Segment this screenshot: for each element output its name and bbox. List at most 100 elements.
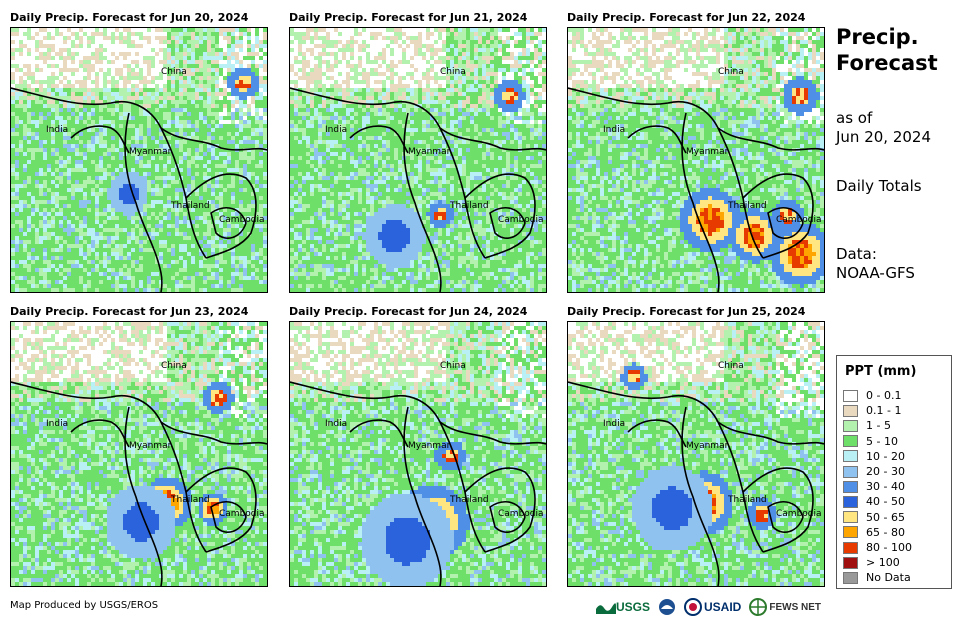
legend-label: 30 - 40 xyxy=(866,480,905,493)
place-label-thailand: Thailand xyxy=(727,201,767,211)
usaid-logo: USAID xyxy=(684,598,741,616)
legend-title: PPT (mm) xyxy=(845,364,916,379)
legend-swatch xyxy=(843,571,858,584)
forecast-map-jun-20: China India Myanmar Thailand Cambodia xyxy=(10,27,268,293)
place-label-thailand: Thailand xyxy=(449,495,489,505)
forecast-map-jun-21: China India Myanmar Thailand Cambodia xyxy=(289,27,547,293)
map-credit: Map Produced by USGS/EROS xyxy=(10,600,158,611)
place-label-china: China xyxy=(161,361,187,371)
forecast-map-jun-24: China India Myanmar Thailand Cambodia xyxy=(289,321,547,587)
legend-label: 5 - 10 xyxy=(866,435,898,448)
legend-item: 65 - 80 xyxy=(843,525,905,540)
legend-swatch xyxy=(843,389,858,402)
place-label-myanmar: Myanmar xyxy=(686,147,729,157)
legend-item: 50 - 65 xyxy=(843,510,905,525)
legend-item: 5 - 10 xyxy=(843,434,898,449)
legend-swatch xyxy=(843,511,858,524)
legend-swatch xyxy=(843,465,858,478)
legend-label: 0.1 - 1 xyxy=(866,404,901,417)
legend-swatch xyxy=(843,404,858,417)
legend-label: 20 - 30 xyxy=(866,465,905,478)
legend-item: 80 - 100 xyxy=(843,540,912,555)
precip-grid: China India Myanmar Thailand Cambodia xyxy=(11,322,267,586)
legend-label: 40 - 50 xyxy=(866,495,905,508)
legend-label: > 100 xyxy=(866,556,900,569)
place-label-thailand: Thailand xyxy=(170,201,210,211)
place-label-cambodia: Cambodia xyxy=(776,509,822,519)
as-of-label: as of xyxy=(836,108,966,129)
forecast-map-jun-25: China India Myanmar Thailand Cambodia xyxy=(567,321,825,587)
legend-swatch xyxy=(843,526,858,539)
legend: PPT (mm) 0 - 0.1 0.1 - 1 1 - 5 5 - 10 10 - 2… xyxy=(836,355,952,589)
data-source: NOAA-GFS xyxy=(836,263,966,284)
panel-4-title: Daily Precip. Forecast for Jun 23, 2024 xyxy=(10,305,248,318)
place-label-india: India xyxy=(46,125,68,135)
legend-item: 10 - 20 xyxy=(843,449,905,464)
noaa-logo xyxy=(658,598,676,616)
legend-swatch xyxy=(843,450,858,463)
sidebar-title: Precip. Forecast xyxy=(836,24,966,76)
partner-logos: USGS USAID FEWS NET xyxy=(596,596,829,618)
usaid-seal-icon xyxy=(684,598,703,616)
panel-2-title: Daily Precip. Forecast for Jun 21, 2024 xyxy=(289,11,527,24)
place-label-myanmar: Myanmar xyxy=(129,147,172,157)
precip-grid: China India Myanmar Thailand Cambodia xyxy=(568,322,824,586)
forecast-map-jun-22: China India Myanmar Thailand Cambodia xyxy=(567,27,825,293)
place-label-thailand: Thailand xyxy=(170,495,210,505)
legend-label: 1 - 5 xyxy=(866,419,891,432)
fews-net-logo: FEWS NET xyxy=(749,598,821,616)
panel-5-title: Daily Precip. Forecast for Jun 24, 2024 xyxy=(289,305,527,318)
place-label-thailand: Thailand xyxy=(449,201,489,211)
place-label-india: India xyxy=(603,125,625,135)
precip-grid: China India Myanmar Thailand Cambodia xyxy=(11,28,267,292)
place-label-india: India xyxy=(325,419,347,429)
place-label-china: China xyxy=(440,361,466,371)
as-of-date: Jun 20, 2024 xyxy=(836,127,966,148)
legend-swatch xyxy=(843,480,858,493)
panel-3-title: Daily Precip. Forecast for Jun 22, 2024 xyxy=(567,11,805,24)
legend-item: No Data xyxy=(843,570,911,585)
place-label-china: China xyxy=(718,67,744,77)
usgs-logo: USGS xyxy=(596,600,650,614)
legend-item: > 100 xyxy=(843,555,900,570)
place-label-india: India xyxy=(603,419,625,429)
legend-item: 30 - 40 xyxy=(843,479,905,494)
legend-label: 80 - 100 xyxy=(866,541,912,554)
fews-globe-icon xyxy=(749,598,768,616)
legend-label: 50 - 65 xyxy=(866,511,905,524)
place-label-india: India xyxy=(46,419,68,429)
panel-1-title: Daily Precip. Forecast for Jun 20, 2024 xyxy=(10,11,248,24)
legend-label: 0 - 0.1 xyxy=(866,389,901,402)
legend-item: 1 - 5 xyxy=(843,418,891,433)
precip-grid: China India Myanmar Thailand Cambodia xyxy=(290,322,546,586)
legend-swatch xyxy=(843,435,858,448)
place-label-thailand: Thailand xyxy=(727,495,767,505)
legend-label: 10 - 20 xyxy=(866,450,905,463)
place-label-china: China xyxy=(718,361,744,371)
place-label-myanmar: Myanmar xyxy=(408,441,451,451)
usgs-wave-icon xyxy=(596,603,616,614)
place-label-myanmar: Myanmar xyxy=(686,441,729,451)
place-label-china: China xyxy=(161,67,187,77)
place-label-cambodia: Cambodia xyxy=(498,509,544,519)
panel-6-title: Daily Precip. Forecast for Jun 25, 2024 xyxy=(567,305,805,318)
legend-swatch xyxy=(843,495,858,508)
period-label: Daily Totals xyxy=(836,176,966,197)
legend-item: 20 - 30 xyxy=(843,464,905,479)
place-label-myanmar: Myanmar xyxy=(129,441,172,451)
precip-grid: China India Myanmar Thailand Cambodia xyxy=(290,28,546,292)
legend-swatch xyxy=(843,556,858,569)
noaa-seal-icon xyxy=(659,599,676,615)
place-label-cambodia: Cambodia xyxy=(776,215,822,225)
legend-item: 40 - 50 xyxy=(843,494,905,509)
legend-label: No Data xyxy=(866,571,911,584)
forecast-map-jun-23: China India Myanmar Thailand Cambodia xyxy=(10,321,268,587)
place-label-china: China xyxy=(440,67,466,77)
legend-item: 0.1 - 1 xyxy=(843,403,901,418)
legend-swatch xyxy=(843,419,858,432)
legend-item: 0 - 0.1 xyxy=(843,388,901,403)
legend-label: 65 - 80 xyxy=(866,526,905,539)
place-label-cambodia: Cambodia xyxy=(498,215,544,225)
data-label: Data: xyxy=(836,244,966,265)
place-label-cambodia: Cambodia xyxy=(219,509,265,519)
